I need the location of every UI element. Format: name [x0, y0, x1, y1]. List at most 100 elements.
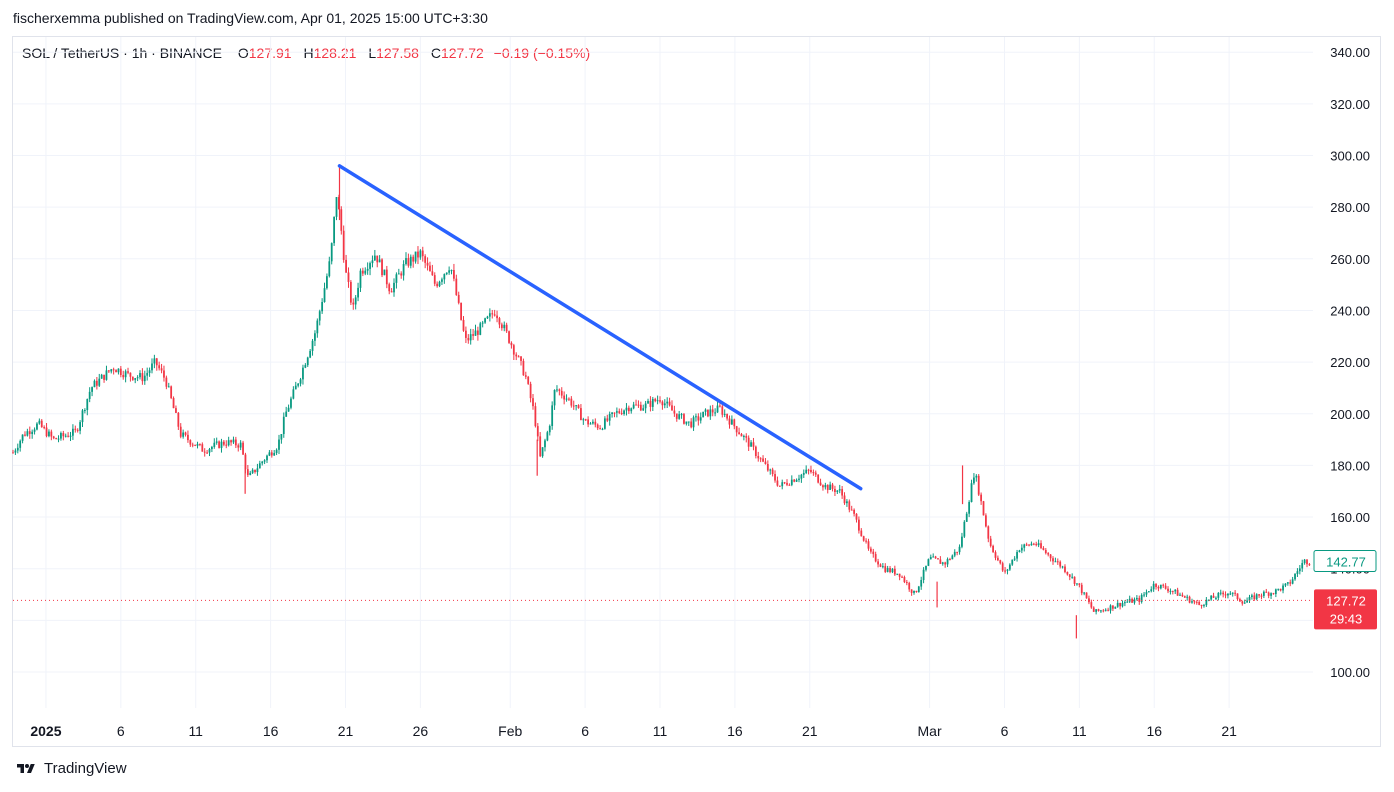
candle-body [625, 407, 628, 411]
candle-body [381, 259, 383, 276]
candle-body [222, 441, 225, 445]
candle-body [474, 330, 477, 336]
candle-body [453, 270, 455, 279]
candle-body [879, 564, 882, 567]
candle-body [498, 318, 501, 325]
candle-body [716, 405, 719, 413]
candle-body [91, 387, 93, 392]
candle-body [445, 272, 448, 275]
low-value: 127.58 [376, 45, 419, 61]
candle-body [357, 287, 359, 298]
candle-body [1286, 582, 1289, 584]
candle-body [754, 446, 757, 456]
candle-body [675, 413, 678, 419]
candle-body [1040, 543, 1042, 548]
candle-body [457, 294, 460, 303]
candle-body [1018, 550, 1021, 553]
candle-body [330, 243, 333, 262]
candle-body [249, 472, 252, 475]
candle-body [417, 251, 419, 258]
candle-body [1210, 595, 1213, 600]
candle-body [726, 413, 729, 419]
candle-body [771, 469, 774, 475]
candle-body [850, 509, 853, 511]
symbol-label[interactable]: SOL / TetherUS · 1h · BINANCE [22, 45, 222, 61]
candle-body [93, 380, 96, 388]
candle-body [534, 406, 537, 427]
candle-body [266, 455, 268, 461]
candle-body [965, 513, 968, 522]
candle-body [347, 272, 350, 282]
candle-body [1085, 592, 1088, 599]
candle-body [388, 284, 391, 292]
candle-body [12, 452, 14, 454]
candle-body [146, 372, 149, 376]
candle-body [836, 490, 839, 492]
candle-body [759, 458, 762, 460]
candle-body [1169, 590, 1172, 592]
candle-body [263, 460, 266, 462]
candle-body [86, 399, 89, 411]
candle-body [1114, 606, 1117, 609]
candle-body [48, 431, 50, 437]
candle-body [992, 545, 994, 553]
candle-body [278, 439, 280, 450]
candle-body [496, 315, 498, 319]
candle-body [570, 398, 573, 406]
candle-body [800, 474, 803, 479]
candle-body [577, 405, 580, 409]
candle-body [1195, 601, 1198, 603]
candle-body [932, 556, 935, 558]
candle-body [580, 408, 582, 421]
candle-body [642, 408, 645, 411]
candle-body [934, 556, 937, 559]
footer-brand[interactable]: TradingView [13, 760, 127, 777]
candle-body [690, 421, 693, 428]
candle-body [287, 407, 290, 412]
candle-body [1056, 561, 1059, 563]
candle-body [491, 313, 494, 315]
candle-body [922, 569, 925, 580]
candle-body [917, 586, 920, 593]
candle-body [742, 435, 745, 437]
candle-body [467, 337, 470, 341]
candle-body [328, 261, 331, 277]
candle-body [393, 282, 395, 293]
candle-body [589, 423, 592, 425]
candle-body [508, 331, 510, 343]
candle-body [702, 411, 705, 418]
candle-body [275, 449, 278, 453]
candle-body [407, 258, 410, 266]
candle-body [455, 278, 458, 295]
candle-body [1191, 601, 1193, 603]
candle-body [503, 324, 506, 329]
candle-body [618, 411, 621, 413]
candle-body [822, 485, 824, 488]
candle-body [131, 376, 134, 380]
candle-body [989, 538, 992, 546]
candle-body [745, 435, 748, 438]
candle-body [1260, 595, 1263, 597]
candle-body [1188, 596, 1191, 603]
candle-body [1080, 584, 1083, 594]
candle-body [896, 573, 899, 575]
candle-body [874, 554, 877, 562]
candle-body [1076, 583, 1078, 585]
candle-body [541, 447, 544, 457]
candle-body [302, 367, 304, 380]
candle-body [28, 431, 31, 435]
candle-body [201, 444, 204, 452]
candle-body [721, 406, 724, 415]
candle-body [254, 469, 256, 473]
candle-body [857, 519, 860, 531]
candle-body [929, 557, 932, 560]
candle-body [584, 419, 587, 421]
candle-body [512, 345, 515, 355]
candle-body [1147, 591, 1150, 593]
candle-body [127, 371, 129, 373]
candle-body [946, 559, 949, 565]
candle-body [1262, 591, 1265, 596]
y-tick-label: 180.00 [1330, 458, 1370, 473]
candle-body [810, 469, 812, 473]
